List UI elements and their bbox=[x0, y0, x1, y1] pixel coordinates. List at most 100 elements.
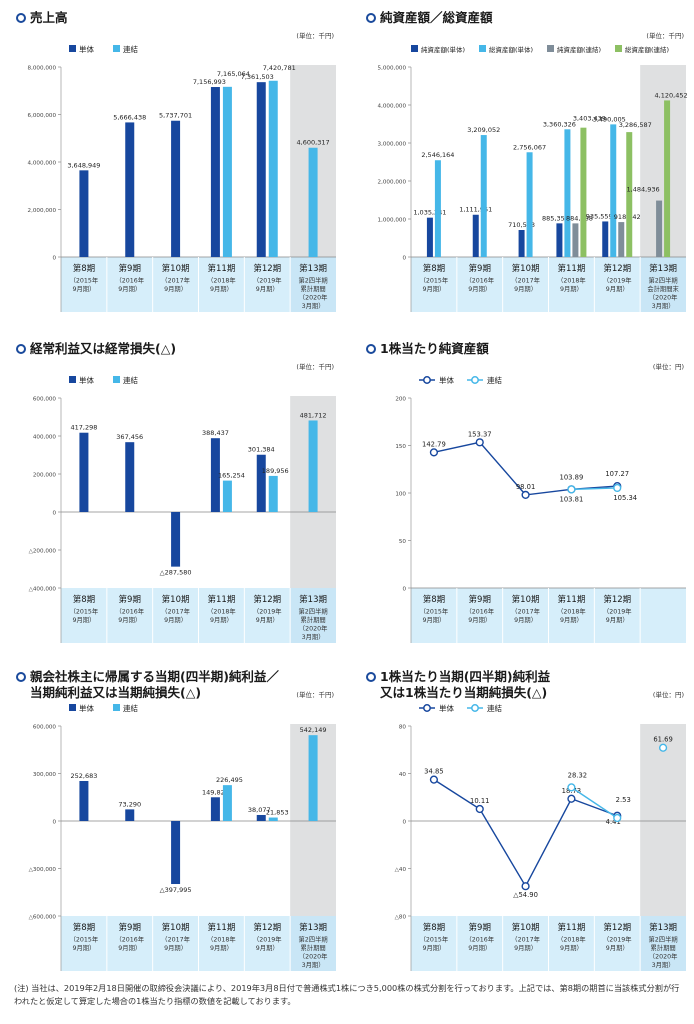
data-label: 417,298 bbox=[70, 424, 97, 432]
bar bbox=[434, 160, 441, 257]
data-label: 7,165,064 bbox=[217, 70, 250, 78]
legend-label: 単体 bbox=[439, 375, 454, 385]
bar bbox=[171, 120, 181, 257]
category-label: 第10期 bbox=[162, 594, 190, 605]
category-label: 第2四半期 bbox=[298, 607, 327, 616]
bar bbox=[125, 442, 135, 512]
category-label: （2017年 bbox=[161, 935, 190, 944]
category-label: 累計期間 bbox=[300, 615, 325, 624]
category-label: 9月期） bbox=[72, 944, 95, 952]
category-label: 第8期 bbox=[423, 922, 445, 933]
category-label: （2019年 bbox=[253, 607, 282, 616]
data-label: 3,403,439 bbox=[573, 115, 606, 123]
category-label: （2019年 bbox=[253, 276, 282, 285]
category-label: 第2四半期 bbox=[648, 276, 677, 285]
bar bbox=[556, 223, 563, 257]
data-label: 252,683 bbox=[70, 772, 97, 780]
bullet-icon bbox=[366, 13, 376, 23]
y-tick-label: △600,000 bbox=[29, 915, 57, 921]
legend-swatch bbox=[479, 45, 486, 52]
data-point bbox=[429, 775, 439, 784]
y-tick-label: 50 bbox=[399, 539, 407, 545]
y-tick-label: 0 bbox=[402, 256, 406, 262]
category-label: 第13期 bbox=[649, 263, 677, 274]
category-label: 第2四半期 bbox=[298, 276, 327, 285]
unit-label: (単位：千円) bbox=[296, 690, 334, 699]
category-label: 9月期） bbox=[422, 285, 445, 293]
category-label: （2019年 bbox=[253, 935, 282, 944]
data-label: 107.27 bbox=[605, 470, 629, 478]
data-label: 103.89 bbox=[560, 473, 584, 481]
category-band-highlight bbox=[640, 916, 686, 971]
y-tick-label: 600,000 bbox=[33, 725, 57, 731]
category-label: 第2四半期 bbox=[648, 935, 677, 944]
category-label: （2019年 bbox=[603, 935, 632, 944]
data-label: 3,209,052 bbox=[467, 126, 500, 134]
data-point bbox=[475, 804, 484, 814]
data-label: 4.41 bbox=[606, 818, 621, 826]
bar bbox=[480, 135, 487, 257]
data-point bbox=[521, 882, 530, 891]
y-tick-label: 0 bbox=[52, 511, 56, 517]
legend-marker bbox=[423, 376, 431, 384]
category-label: 第13期 bbox=[299, 263, 327, 274]
category-label: 第12期 bbox=[253, 594, 281, 605]
legend-label: 純資産額(単体) bbox=[421, 45, 465, 54]
bar bbox=[618, 222, 625, 257]
y-tick-label: 300,000 bbox=[33, 772, 57, 778]
data-label: 7,156,993 bbox=[193, 78, 226, 86]
y-tick-label: 0 bbox=[402, 587, 406, 593]
category-label: 9月期） bbox=[606, 944, 629, 952]
legend-label: 単体 bbox=[79, 703, 94, 713]
y-tick-label: 0 bbox=[52, 256, 56, 262]
category-label: （2018年 bbox=[207, 935, 236, 944]
category-label: 累計期間 bbox=[650, 943, 675, 952]
category-label: 第10期 bbox=[162, 922, 190, 933]
chart-title: 経常利益又は経常損失(△) bbox=[16, 341, 176, 357]
data-point bbox=[567, 783, 576, 792]
category-label: 第11期 bbox=[558, 594, 586, 605]
category-label: （2015年 bbox=[70, 935, 99, 944]
category-label: 第12期 bbox=[603, 263, 631, 274]
y-tick-label: 4,000,000 bbox=[28, 161, 57, 167]
data-label: 149,827 bbox=[202, 788, 229, 796]
panel-sales: 売上高 (単位：千円) 単体 連結 0 2,000,000 4,000,000 6,000,… bbox=[16, 10, 341, 330]
data-label: 10.11 bbox=[470, 797, 489, 805]
y-tick-label: 6,000,000 bbox=[28, 113, 57, 119]
data-label: 1,035,241 bbox=[413, 209, 446, 217]
data-label: 189,956 bbox=[262, 467, 289, 475]
data-label: 884,688 bbox=[566, 214, 593, 222]
category-label: 9月期） bbox=[210, 616, 233, 624]
y-tick-label: 0 bbox=[52, 820, 56, 826]
legend-label: 単体 bbox=[439, 703, 454, 713]
category-label: 9月期） bbox=[560, 616, 583, 624]
y-tick-label: △80 bbox=[395, 915, 407, 921]
category-label: 第12期 bbox=[603, 922, 631, 933]
data-label: 34.85 bbox=[424, 768, 443, 776]
data-label: 7,361,503 bbox=[241, 73, 274, 81]
category-label: （2018年 bbox=[557, 276, 586, 285]
data-label: 367,456 bbox=[116, 433, 143, 441]
category-label: 第9期 bbox=[469, 594, 491, 605]
bar bbox=[171, 821, 181, 885]
bar bbox=[664, 100, 671, 257]
bar bbox=[222, 480, 232, 512]
category-label: （2016年 bbox=[465, 607, 494, 616]
legend-marker bbox=[471, 704, 479, 712]
data-label: 73,290 bbox=[118, 800, 141, 808]
category-label: （2020年 bbox=[299, 952, 328, 961]
data-label: 2.53 bbox=[616, 796, 631, 804]
bullet-icon bbox=[366, 672, 376, 682]
category-label: （2017年 bbox=[511, 276, 540, 285]
bullet-icon bbox=[16, 344, 26, 354]
category-label: 9月期） bbox=[468, 285, 491, 293]
category-label: （2018年 bbox=[207, 276, 236, 285]
bar bbox=[564, 129, 571, 257]
category-label: 第8期 bbox=[423, 594, 445, 605]
data-label: 1,111,951 bbox=[459, 206, 492, 214]
y-tick-label: 400,000 bbox=[33, 435, 57, 441]
data-label: 165,254 bbox=[218, 472, 245, 480]
category-label: 9月期） bbox=[514, 944, 537, 952]
data-label: 388,437 bbox=[202, 429, 229, 437]
category-label: 第2四半期 bbox=[298, 935, 327, 944]
